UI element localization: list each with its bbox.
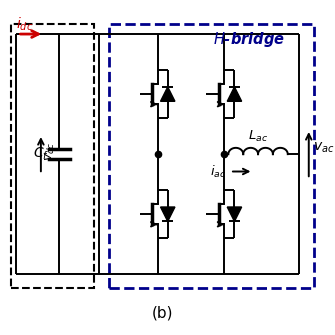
Text: $i_{ac}$: $i_{ac}$ (210, 163, 227, 180)
Text: $L_{ac}$: $L_{ac}$ (248, 129, 268, 144)
Text: $i_{dc}$: $i_{dc}$ (16, 15, 33, 33)
Text: $C_f$: $C_f$ (33, 146, 49, 162)
Text: $v_{ac}$: $v_{ac}$ (313, 140, 334, 155)
Text: $v_{dc}$: $v_{dc}$ (44, 141, 57, 161)
Text: $H$-bridge: $H$-bridge (213, 29, 285, 49)
Polygon shape (227, 207, 242, 221)
Polygon shape (160, 87, 175, 101)
Polygon shape (160, 207, 175, 221)
Text: (b): (b) (152, 305, 174, 320)
Polygon shape (227, 87, 242, 101)
